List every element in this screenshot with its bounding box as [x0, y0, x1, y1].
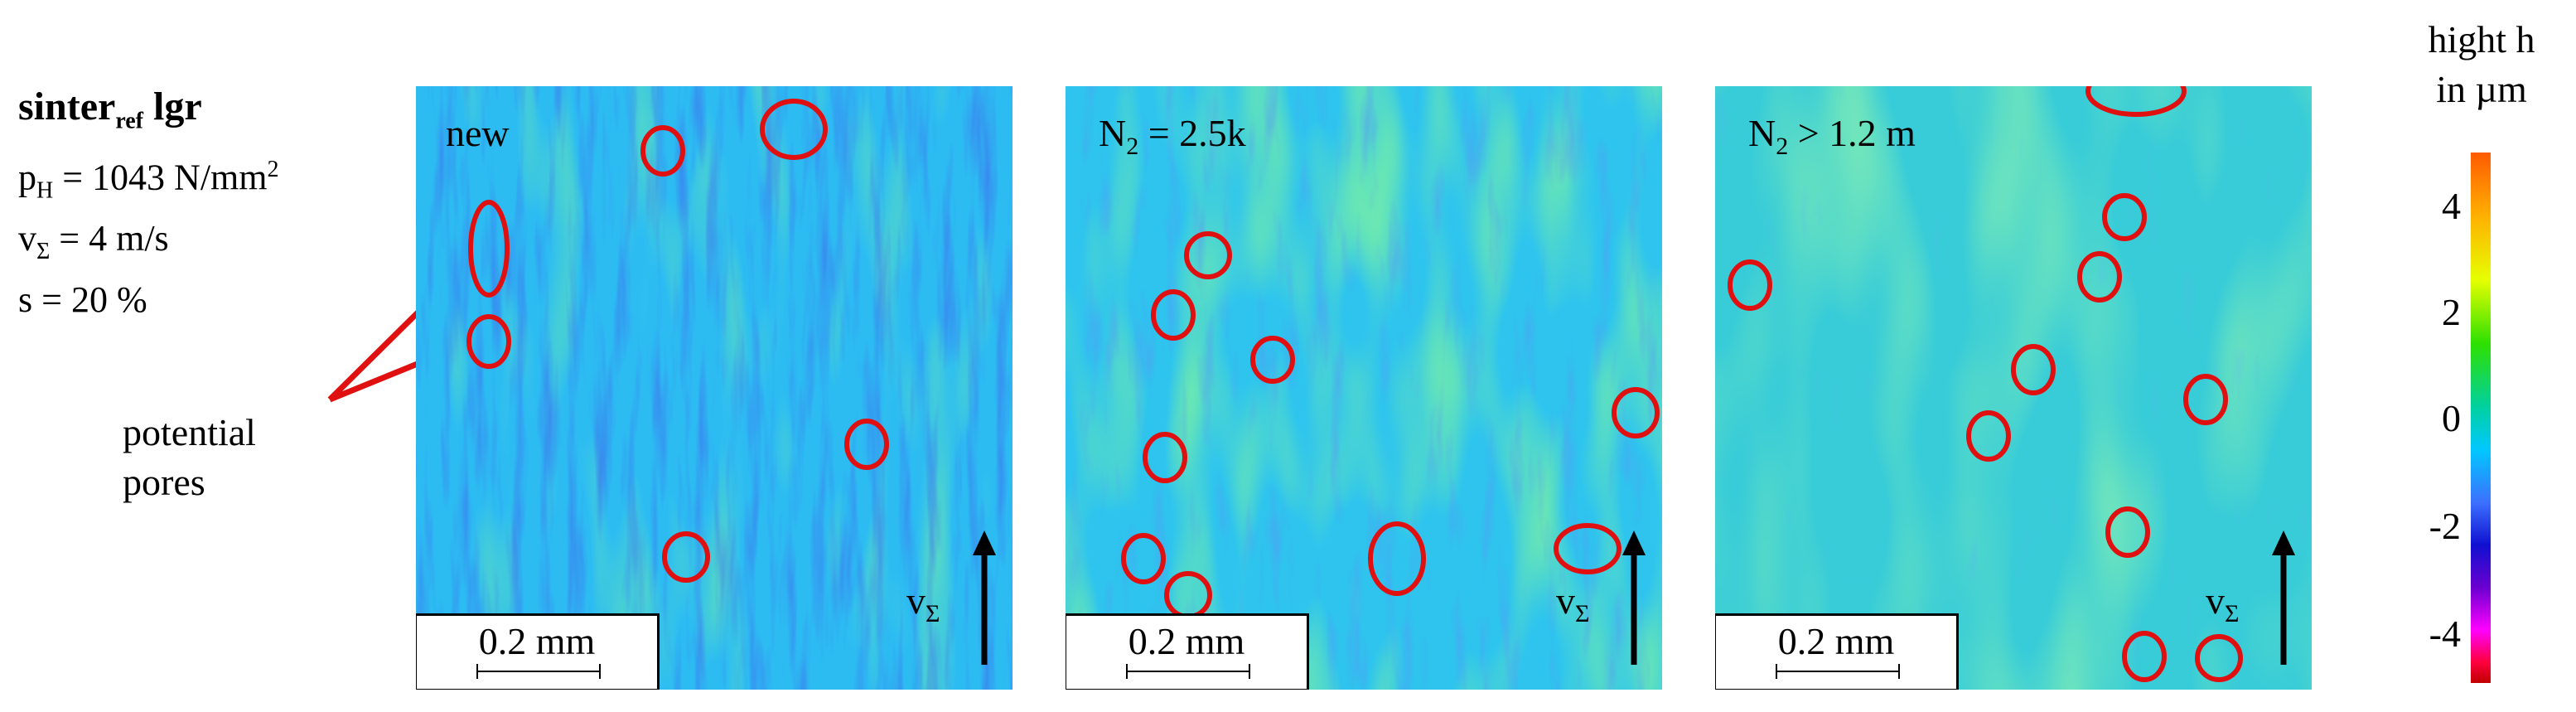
pore-marker: [2195, 634, 2243, 682]
pore-marker: [1368, 521, 1426, 596]
panel-label: N2 > 1.2 m: [1748, 112, 1916, 161]
pore-marker: [1612, 387, 1660, 438]
velocity-label: vΣ: [2206, 579, 2240, 628]
colorbar-title: hight h in µm: [2428, 18, 2535, 110]
pore-marker: [2077, 251, 2122, 303]
scale-bar: 0.2 mm: [416, 613, 660, 690]
pore-marker: [2102, 193, 2147, 241]
surface-map-new: new vΣ 0.2 mm: [416, 86, 1013, 690]
velocity-label: vΣ: [906, 579, 940, 628]
height-map: [416, 86, 1013, 690]
height-map: [1715, 86, 2312, 690]
pore-marker: [468, 200, 510, 298]
panel-label: new: [446, 112, 510, 154]
colorbar-tick: 0: [2442, 397, 2461, 439]
pore-marker: [1184, 231, 1232, 279]
pore-marker: [760, 99, 828, 160]
surface-map-2-5k: N2 = 2.5k vΣ 0.2 mm: [1066, 86, 1662, 690]
colorbar: [2471, 153, 2491, 683]
panel-label: N2 = 2.5k: [1099, 112, 1246, 161]
pore-marker: [2011, 344, 2056, 395]
pore-marker: [844, 419, 889, 470]
pore-marker: [1966, 410, 2011, 462]
height-map: [1066, 86, 1662, 690]
scale-bar: 0.2 mm: [1715, 613, 1959, 690]
pore-marker: [1121, 533, 1166, 584]
colorbar-tick: -4: [2429, 613, 2461, 655]
pore-marker: [2105, 506, 2150, 558]
parameter-block: sinterref lgr pH = 1043 N/mm2 vΣ = 4 m/s…: [18, 83, 279, 324]
pore-marker: [662, 531, 710, 583]
pore-marker: [1143, 432, 1187, 483]
pore-marker: [640, 125, 685, 177]
pore-marker: [2122, 631, 2167, 682]
colorbar-tick: 4: [2442, 185, 2461, 227]
pore-marker: [1728, 259, 1772, 311]
velocity-label: vΣ: [1556, 579, 1590, 628]
pressure-line: pH = 1043 N/mm2: [18, 156, 279, 204]
slip-line: s = 20 %: [18, 279, 147, 320]
surface-map-1-2m: N2 > 1.2 m vΣ 0.2 mm: [1715, 86, 2312, 690]
material-title: sinterref lgr: [18, 85, 202, 134]
arrow-up-icon: [1622, 530, 1646, 665]
velocity-line: vΣ = 4 m/s: [18, 218, 169, 264]
arrow-up-icon: [2272, 530, 2295, 665]
pore-marker: [1250, 336, 1295, 384]
scale-bar: 0.2 mm: [1066, 613, 1309, 690]
pore-marker: [466, 314, 511, 369]
pore-marker: [1151, 289, 1196, 341]
arrow-up-icon: [973, 530, 996, 665]
pore-marker: [2085, 86, 2187, 117]
potential-pores-label: potential pores: [123, 411, 256, 503]
pore-marker: [1554, 523, 1621, 574]
colorbar-tick: 2: [2442, 291, 2461, 333]
pore-marker: [2183, 374, 2228, 425]
colorbar-tick: -2: [2429, 505, 2461, 547]
